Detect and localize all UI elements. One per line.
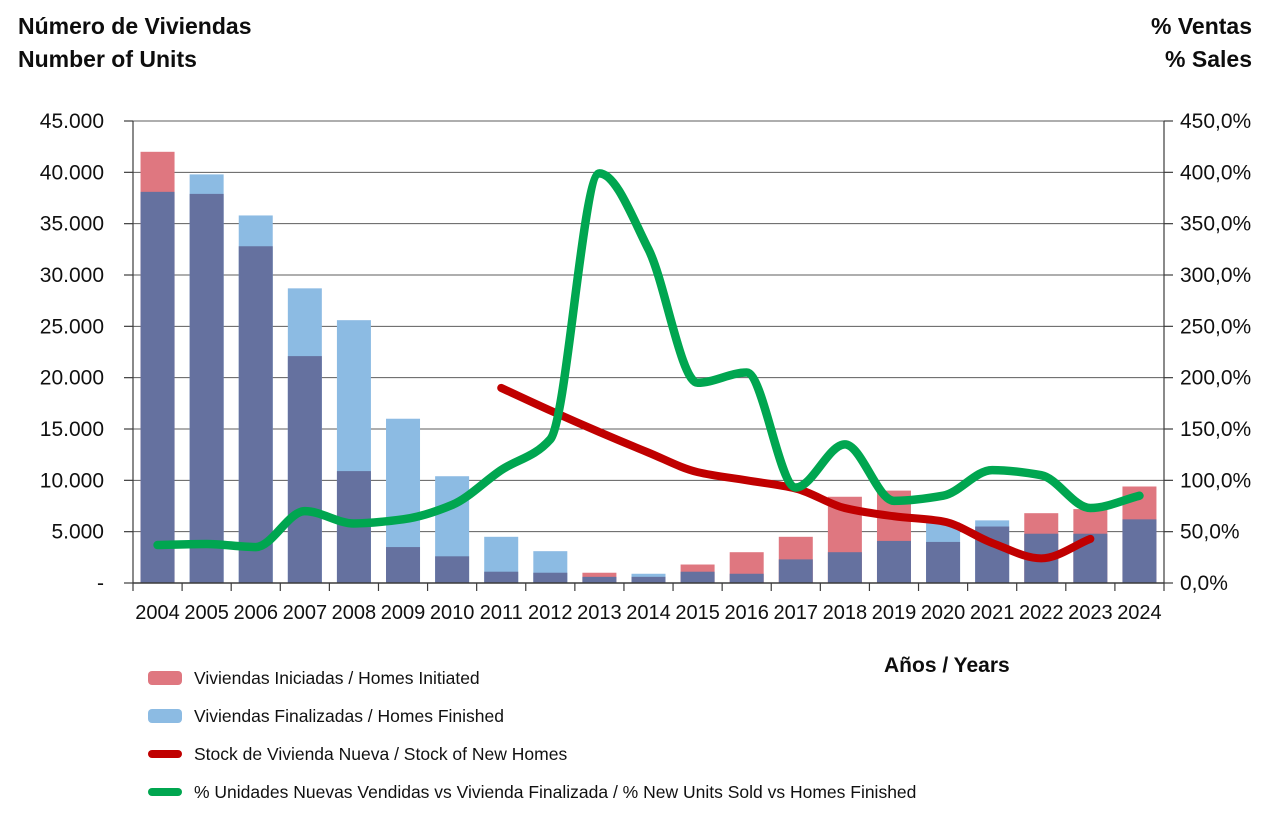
legend-item-homes-initiated: Viviendas Iniciadas / Homes Initiated	[148, 667, 916, 688]
x-axis-title: Años / Years	[884, 654, 1010, 677]
left-tick-label: 10.000	[40, 469, 104, 492]
x-tick-label: 2004	[135, 602, 180, 624]
legend-label: % Unidades Nuevas Vendidas vs Vivienda F…	[194, 781, 917, 802]
x-tick-label: 2018	[823, 602, 868, 624]
bar-overlap	[582, 576, 617, 583]
bar-overlap	[876, 540, 911, 583]
right-tick-label: 300,0%	[1180, 264, 1251, 287]
left-tick-label: 15.000	[40, 418, 104, 441]
x-tick-label: 2010	[430, 602, 475, 624]
right-tick-label: 450,0%	[1180, 110, 1251, 133]
bar-overlap	[189, 193, 224, 584]
right-tick-label: 350,0%	[1180, 213, 1251, 236]
legend-label: Viviendas Iniciadas / Homes Initiated	[194, 667, 480, 688]
x-tick-label: 2011	[480, 602, 523, 624]
x-tick-label: 2012	[528, 602, 573, 624]
legend-swatch-homes-finished	[148, 709, 182, 723]
bar-overlap	[778, 559, 813, 583]
legend-label: Stock de Vivienda Nueva / Stock of New H…	[194, 743, 568, 764]
left-tick-label: 30.000	[40, 264, 104, 287]
left-tick-label: 40.000	[40, 161, 104, 184]
legend-item-stock-line: Stock de Vivienda Nueva / Stock of New H…	[148, 743, 916, 764]
bar-overlap	[1122, 519, 1157, 583]
bar-overlap	[827, 552, 862, 583]
bar-overlap	[729, 573, 764, 583]
left-tick-label: 5.000	[51, 521, 104, 544]
legend-swatch-stock-line	[148, 750, 182, 758]
x-tick-label: 2017	[774, 602, 819, 624]
left-tick-label: 45.000	[40, 110, 104, 133]
left-tick-label: 35.000	[40, 213, 104, 236]
left-tick-label: 25.000	[40, 315, 104, 338]
x-tick-label: 2015	[675, 602, 720, 624]
bar-overlap	[484, 571, 519, 583]
x-tick-label: 2013	[577, 602, 622, 624]
right-tick-label: 250,0%	[1180, 315, 1251, 338]
legend-swatch-homes-initiated	[148, 671, 182, 685]
left-axis-title: Número de Viviendas Number of Units	[18, 10, 252, 76]
x-tick-label: 2006	[233, 602, 278, 624]
right-tick-label: 0,0%	[1180, 572, 1228, 595]
bar-overlap	[926, 541, 961, 583]
x-tick-label: 2023	[1068, 602, 1113, 624]
x-tick-label: 2024	[1117, 602, 1162, 624]
x-tick-label: 2019	[872, 602, 917, 624]
bar-overlap	[680, 571, 715, 583]
right-tick-label: 400,0%	[1180, 161, 1251, 184]
legend-swatch-pct-sold-line	[148, 788, 182, 796]
right-tick-label: 100,0%	[1180, 469, 1251, 492]
chart-canvas: 45.000 450,0% 40.000 400,0% 35.000 350,0% 30.0…	[40, 110, 1251, 624]
right-tick-label: 200,0%	[1180, 367, 1251, 390]
legend-item-homes-finished: Viviendas Finalizadas / Homes Finished	[148, 705, 916, 726]
bar-overlap	[140, 191, 175, 583]
x-tick-label: 2020	[921, 602, 966, 624]
legend-label: Viviendas Finalizadas / Homes Finished	[194, 705, 504, 726]
left-tick-label: -	[97, 572, 104, 595]
x-tick-label: 2009	[381, 602, 426, 624]
left-tick-label: 20.000	[40, 367, 104, 390]
chart-legend: Viviendas Iniciadas / Homes Initiated Vi…	[148, 667, 917, 821]
right-tick-label: 50,0%	[1180, 521, 1240, 544]
bar-overlap	[435, 556, 470, 583]
bar-overlap	[631, 576, 666, 583]
x-tick-label: 2005	[184, 602, 229, 624]
right-axis-title: % Ventas % Sales	[1151, 10, 1252, 76]
x-tick-label: 2022	[1019, 602, 1064, 624]
left-axis-title-es: Número de Viviendas	[18, 13, 252, 39]
x-tick-label: 2008	[332, 602, 377, 624]
bar-overlap	[386, 547, 421, 583]
x-tick-label: 2007	[283, 602, 328, 624]
right-tick-label: 150,0%	[1180, 418, 1251, 441]
right-axis-title-en: % Sales	[1165, 46, 1252, 72]
x-tick-label: 2014	[626, 602, 671, 624]
left-axis-title-en: Number of Units	[18, 46, 197, 72]
x-tick-label: 2016	[724, 602, 769, 624]
bar-overlap	[238, 246, 273, 583]
x-tick-label: 2021	[970, 602, 1015, 624]
pct-sold-line	[153, 169, 1144, 552]
legend-item-pct-sold-line: % Unidades Nuevas Vendidas vs Vivienda F…	[148, 781, 917, 802]
bar-overlap	[533, 572, 568, 583]
right-axis-title-es: % Ventas	[1151, 13, 1252, 39]
bar-overlap	[287, 356, 322, 583]
